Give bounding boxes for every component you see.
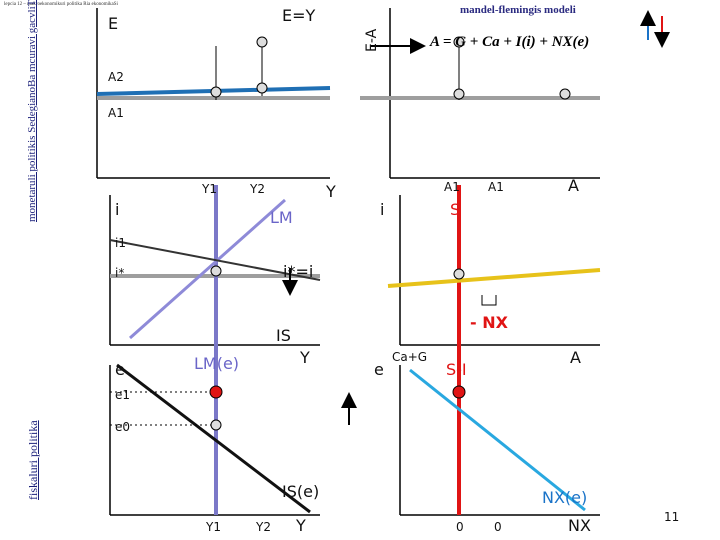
label-a1-right-b: A1 — [488, 180, 504, 194]
label-a1-right-a: A1 — [444, 180, 460, 194]
is-curve — [109, 239, 321, 281]
label-nx-bracket: - NX — [470, 313, 508, 332]
drop-lines — [215, 46, 460, 515]
label-lme: LM(e) — [194, 354, 240, 373]
label-y1-top: Y1 — [202, 182, 217, 196]
label-i-eq: i*=i — [283, 262, 314, 281]
point-i1 — [210, 265, 222, 277]
label-zero-2: 0 — [494, 520, 502, 534]
label-a-bot-right: A — [570, 348, 581, 367]
label-a2: A2 — [108, 70, 124, 84]
label-y-top: Y — [326, 182, 336, 201]
label-i1: i1 — [115, 236, 126, 250]
point-a1 — [210, 86, 222, 98]
point-a2 — [256, 82, 268, 94]
nxe-curve — [409, 368, 586, 512]
point-e1 — [256, 36, 268, 48]
title: mandel-flemingis modeli — [460, 4, 576, 16]
axes — [96, 8, 600, 516]
label-y1-bot: Y1 — [206, 520, 221, 534]
label-nxe: NX(e) — [542, 488, 588, 507]
ise-curve — [116, 363, 311, 514]
label-y-mid: Y — [300, 348, 310, 367]
point-a4 — [559, 88, 571, 100]
point-i2 — [453, 268, 465, 280]
page-number: 11 — [664, 510, 680, 524]
formula: A = G + Ca + I(i) + NX(e) — [430, 34, 590, 50]
label-e-bot-right: e — [374, 360, 384, 379]
label-e1: e1 — [115, 388, 131, 402]
point-si-red — [452, 385, 466, 399]
breadcrumb: lepcia 12 – makroekonomikuri politika Ri… — [4, 2, 118, 7]
yellow-line — [387, 268, 601, 288]
label-is: IS — [276, 326, 291, 345]
label-zero-1: 0 — [456, 520, 464, 534]
label-ise: IS(e) — [282, 482, 320, 501]
label-y2-bot: Y2 — [256, 520, 271, 534]
label-nx: NX — [568, 516, 591, 535]
arrows — [282, 10, 670, 425]
nx-bracket — [481, 295, 497, 306]
label-i-mid-right: i — [380, 200, 385, 219]
label-istar: i* — [115, 266, 125, 280]
label-a-right: A — [568, 176, 579, 195]
label-y2-top: Y2 — [250, 182, 265, 196]
label-e0: e0 — [115, 420, 131, 434]
label-y-bot: Y — [296, 516, 306, 535]
lm-curve — [129, 198, 286, 340]
point-e2 — [453, 36, 465, 48]
point-a3 — [453, 88, 465, 100]
points — [210, 36, 571, 431]
label-e-bot: e — [115, 360, 125, 379]
label-a1: A1 — [108, 106, 124, 120]
label-i-mid: i — [115, 200, 120, 219]
point-e0 — [210, 419, 222, 431]
axis-label-ea: E-A — [364, 28, 380, 52]
label-lm: LM — [270, 208, 293, 227]
label-ey: E=Y — [282, 6, 316, 25]
label-s: S — [450, 200, 461, 219]
label-cag: Ca+G — [392, 350, 428, 364]
label-e-top: E — [108, 14, 119, 33]
point-e1-red — [209, 385, 223, 399]
label-si: S-I — [446, 360, 467, 379]
